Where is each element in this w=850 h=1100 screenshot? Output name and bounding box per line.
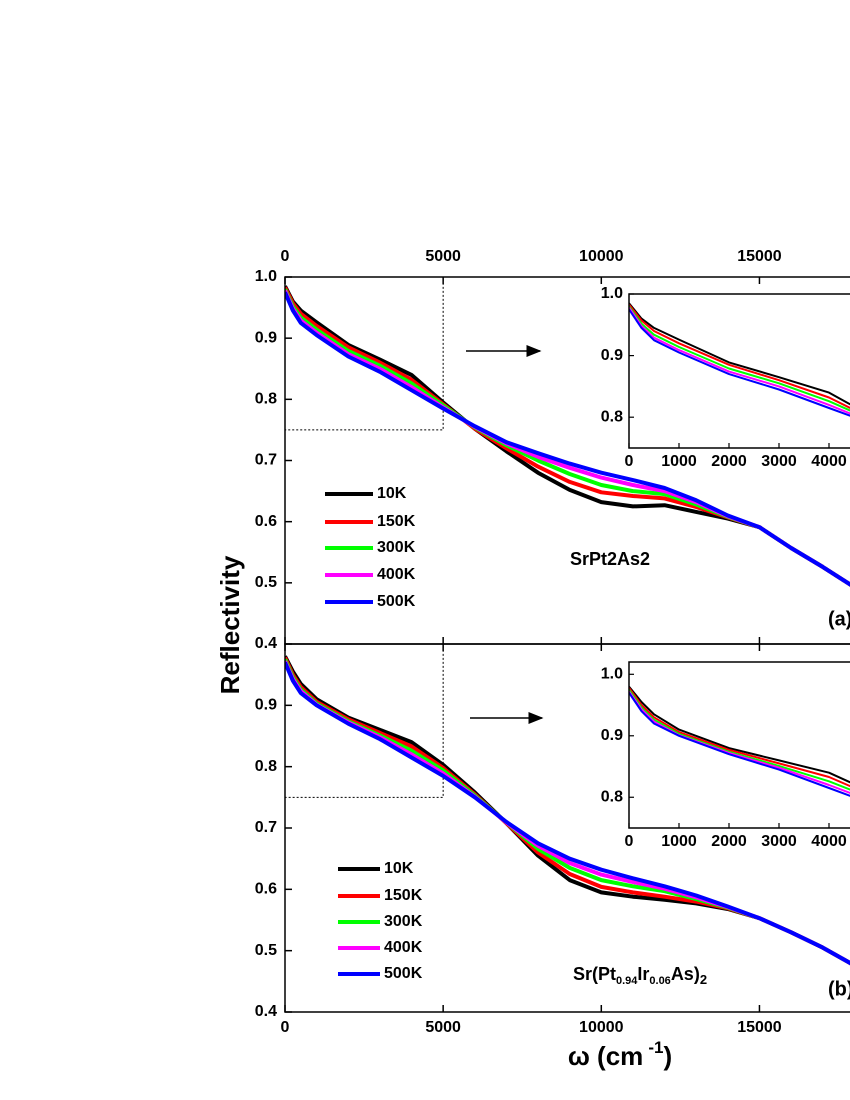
inset-x-tick-label: 0 <box>625 833 634 850</box>
inset-series-line <box>629 307 850 415</box>
label-part: As) <box>671 964 700 984</box>
inset-y-tick-label: 1.0 <box>601 666 623 683</box>
y-tick-label: 0.6 <box>255 881 277 898</box>
inset-x-tick-label: 1000 <box>661 833 697 850</box>
inset-series-line <box>629 302 850 406</box>
inset-frame <box>628 293 850 449</box>
label-sub: 0.94 <box>616 975 638 987</box>
legend-label: 300K <box>384 913 423 930</box>
label-sub: 2 <box>700 972 707 987</box>
inset-x-tick-label: 4000 <box>811 453 847 470</box>
inset-plot-area <box>629 662 850 828</box>
inset-series-line <box>629 687 850 788</box>
legend-label: 10K <box>377 485 407 502</box>
plot-area <box>285 655 850 966</box>
inset-x-tick-label: 3000 <box>761 833 797 850</box>
y-tick-label: 0.4 <box>255 1003 277 1020</box>
inset-x-tick-label: 1000 <box>661 453 697 470</box>
y-tick-label: 0.4 <box>255 635 277 652</box>
panel-label: (a) <box>828 608 850 630</box>
x-axis-label-part: ) <box>663 1041 672 1071</box>
inset-series-line <box>629 303 850 409</box>
label-part: Sr(Pt <box>573 964 616 984</box>
inset-x-tick-label: 2000 <box>711 453 747 470</box>
label-part: Ir <box>637 964 649 984</box>
legend-label: 500K <box>377 593 416 610</box>
legend-label: 400K <box>377 566 416 583</box>
y-tick-label: 0.6 <box>255 513 277 530</box>
inset-y-tick-label: 0.9 <box>601 727 623 744</box>
x-tick-label: 0 <box>281 248 290 265</box>
legend-label: 10K <box>384 860 414 877</box>
inset-frame <box>628 661 850 829</box>
y-tick-label: 0.5 <box>255 942 277 959</box>
x-tick-label: 15000 <box>737 1019 782 1036</box>
sample-label: SrPt2As2 <box>570 549 650 569</box>
x-tick-label: 15000 <box>737 248 782 265</box>
x-axis-label-sup: -1 <box>648 1038 663 1057</box>
y-tick-label: 0.8 <box>255 391 277 408</box>
y-tick-label: 0.8 <box>255 758 277 775</box>
inset-x-tick-label: 0 <box>625 453 634 470</box>
x-tick-label: 0 <box>281 1019 290 1036</box>
zoom-box <box>284 643 444 798</box>
inset-y-tick-label: 0.8 <box>601 408 623 425</box>
panel-label: (b) <box>828 978 850 1000</box>
y-tick-label: 0.7 <box>255 452 277 469</box>
inset-series-line <box>629 689 850 791</box>
inset-series-line <box>629 308 850 417</box>
plot-area <box>285 285 850 587</box>
sample-label: Sr(Pt0.94Ir0.06As)2 <box>573 964 707 988</box>
inset-series-line <box>629 685 850 784</box>
inset-y-tick-label: 0.9 <box>601 347 623 364</box>
legend-label: 300K <box>377 539 416 556</box>
label-sub: 0.06 <box>649 975 670 987</box>
y-tick-label: 0.9 <box>255 697 277 714</box>
y-tick-label: 0.7 <box>255 819 277 836</box>
inset-series-line <box>629 692 850 797</box>
x-tick-label: 5000 <box>425 248 461 265</box>
inset-plot-area <box>629 294 850 448</box>
x-axis-label-part: ω (cm <box>568 1041 643 1071</box>
inset-x-tick-label: 4000 <box>811 833 847 850</box>
inset-y-tick-label: 1.0 <box>601 285 623 302</box>
legend-label: 150K <box>384 887 423 904</box>
inset-background <box>629 662 850 828</box>
series-line <box>285 291 850 587</box>
inset-y-tick-label: 0.8 <box>601 788 623 805</box>
y-tick-label: 0.9 <box>255 329 277 346</box>
x-axis-label: ω (cm -1) <box>568 1038 672 1070</box>
x-tick-label: 10000 <box>579 1019 624 1036</box>
inset-series-line <box>629 305 850 412</box>
inset-x-tick-label: 2000 <box>711 833 747 850</box>
inset-x-tick-label: 3000 <box>761 453 797 470</box>
legend-label: 500K <box>384 965 423 982</box>
series-line <box>285 661 850 966</box>
y-tick-label: 1.0 <box>255 268 277 285</box>
y-tick-label: 0.5 <box>255 574 277 591</box>
x-tick-label: 5000 <box>425 1019 461 1036</box>
x-tick-label: 10000 <box>579 248 624 265</box>
y-axis-label: Reflectivity <box>215 555 245 694</box>
legend-label: 150K <box>377 513 416 530</box>
legend-label: 400K <box>384 939 423 956</box>
